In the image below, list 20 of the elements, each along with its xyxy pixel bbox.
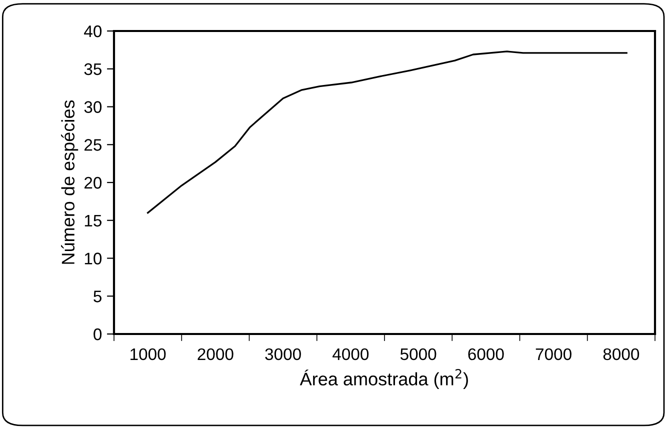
x-tick-label: 3000 [265, 348, 301, 360]
y-axis-title: Número de espécies [61, 100, 78, 264]
y-tick-label: 30 [84, 101, 102, 113]
y-tick-label: 20 [84, 176, 102, 189]
x-tick-label: 6000 [468, 348, 504, 360]
y-tick-label: 40 [84, 25, 102, 38]
x-tick-label: 8000 [603, 348, 640, 360]
y-tick-label: 5 [94, 290, 102, 302]
y-tick-label: 25 [84, 139, 102, 151]
x-tick-label: 2000 [198, 348, 234, 360]
x-tick-label: 7000 [536, 348, 572, 360]
line-series [146, 50, 628, 214]
y-tick-label: 10 [84, 252, 102, 264]
y-tick-label: 35 [84, 63, 102, 76]
y-tick-label: 0 [94, 328, 102, 340]
x-tick-label: 1000 [130, 348, 166, 360]
x-tick-label: 4000 [332, 348, 369, 360]
y-tick-label: 15 [84, 214, 102, 227]
x-tick-label: 5000 [400, 348, 436, 360]
x-axis-title: Área amostrada (m$^{2}$) [300, 368, 468, 390]
